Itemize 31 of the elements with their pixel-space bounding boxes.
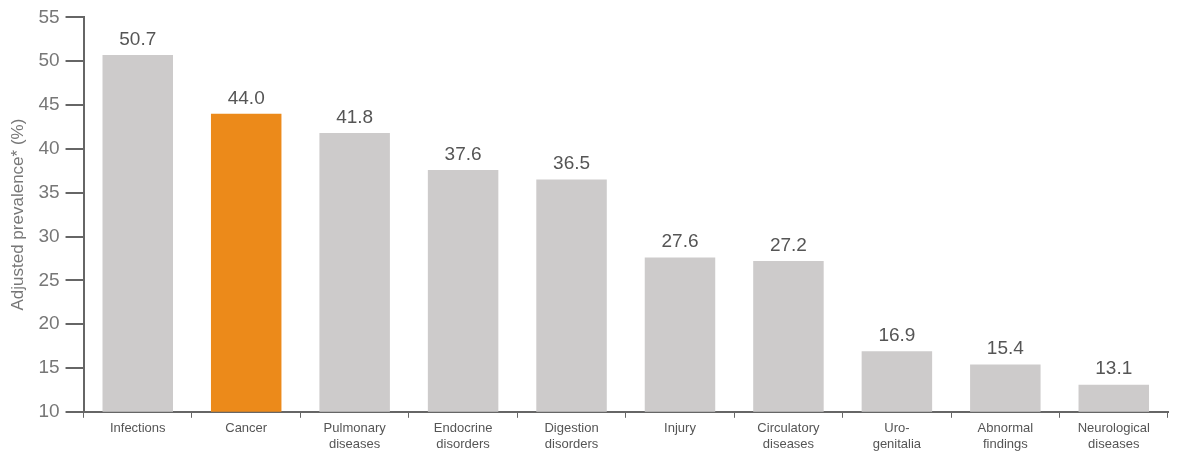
x-tick-label: Digestion disorders [544, 420, 599, 451]
x-tick-label: Pulmonary diseases [323, 420, 387, 451]
y-tick-label: 25 [38, 268, 60, 290]
x-tick-label: Endocrine disorders [433, 420, 493, 451]
data-label: 50.7 [119, 27, 157, 49]
y-tick-label: 45 [38, 93, 60, 115]
data-label: 27.2 [769, 233, 807, 255]
data-label: 36.5 [553, 152, 591, 174]
y-tick-label: 15 [38, 356, 60, 378]
x-tick-label: Abnormal findings [977, 420, 1034, 451]
data-label: 27.6 [661, 230, 699, 252]
data-label: 37.6 [444, 142, 482, 164]
y-tick-label: 40 [38, 137, 60, 159]
x-tick-label: Circulatory diseases [757, 420, 820, 451]
x-tick-label: Cancer [225, 420, 268, 436]
data-label: 16.9 [878, 324, 916, 346]
y-tick-label: 35 [38, 180, 60, 202]
y-tick-label: 30 [38, 224, 60, 246]
y-tick-label: 55 [38, 5, 60, 27]
x-tick-label: Injury [664, 420, 697, 436]
data-label: 13.1 [1095, 357, 1133, 379]
x-tick-label: Infections [109, 420, 167, 436]
x-tick-label: Uro-genitalia [872, 420, 922, 451]
y-axis-title: Adjusted prevalence* (%) [7, 118, 27, 311]
y-tick-label: 20 [38, 312, 60, 334]
x-tick-label: Neurological diseases [1077, 420, 1151, 451]
data-label: 15.4 [986, 337, 1025, 359]
data-label: 41.8 [336, 105, 374, 127]
y-tick-label: 10 [38, 400, 60, 422]
y-tick-label: 50 [38, 49, 60, 71]
data-label: 44.0 [227, 86, 265, 108]
